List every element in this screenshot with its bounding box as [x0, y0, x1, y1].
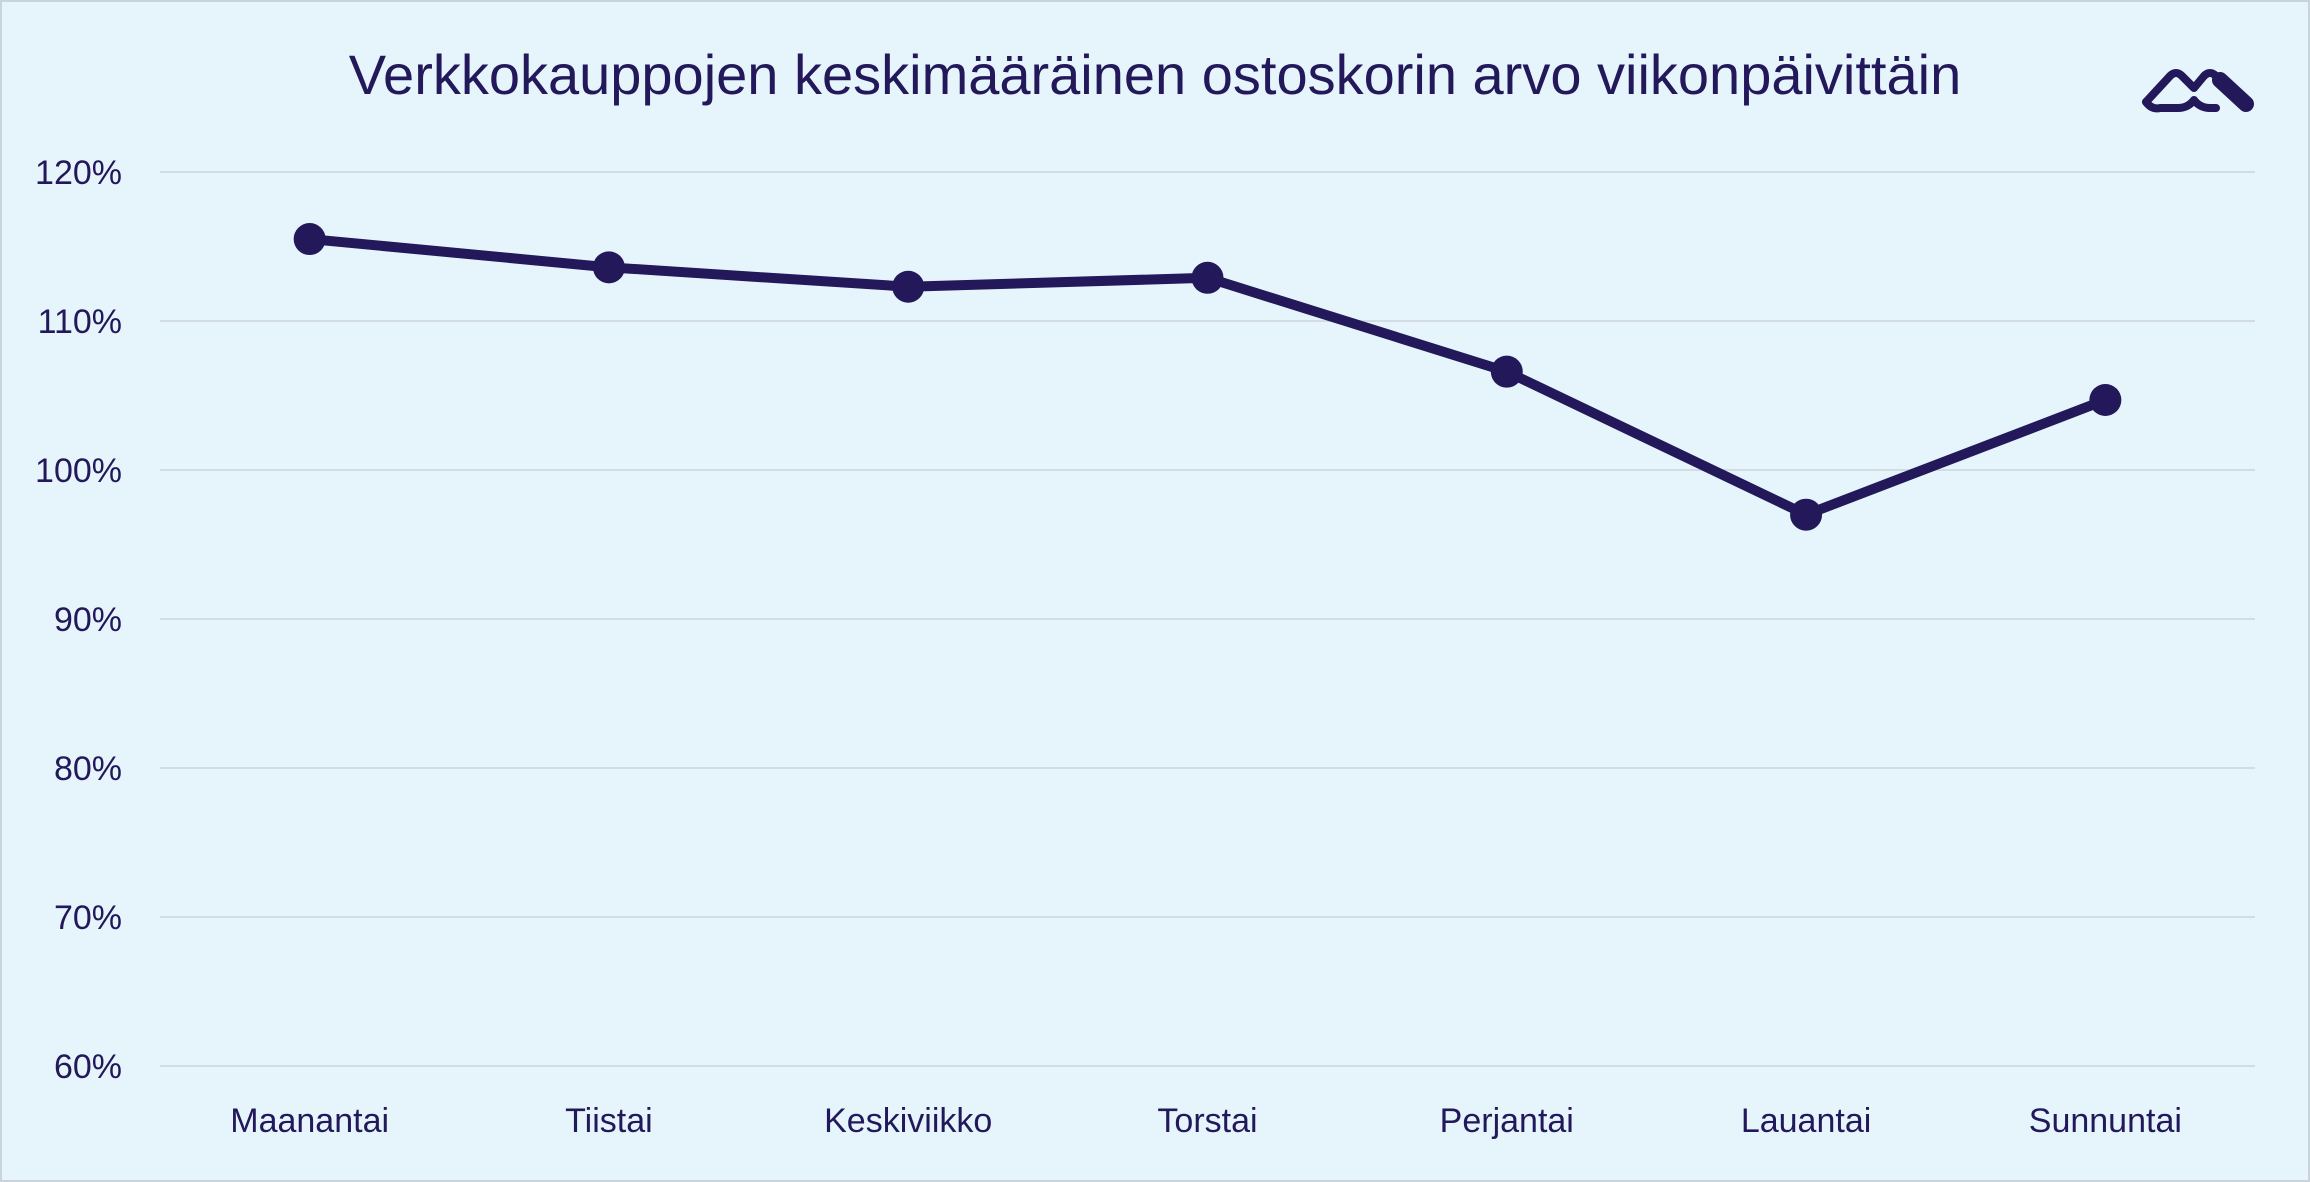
data-point: [293, 223, 326, 256]
y-tick-label: 110%: [38, 303, 122, 341]
x-tick-label: Maanantai: [230, 1102, 389, 1140]
x-tick-label: Tiistai: [565, 1102, 653, 1140]
data-point: [592, 251, 625, 284]
data-point: [1790, 498, 1823, 531]
x-tick-label: Keskiviikko: [824, 1102, 992, 1140]
brand-logo-icon: [2142, 69, 2254, 113]
data-point: [892, 270, 925, 303]
y-tick-label: 90%: [54, 601, 122, 639]
data-point: [2089, 383, 2122, 416]
y-tick-label: 70%: [54, 899, 122, 937]
x-tick-label: Lauantai: [1741, 1102, 1871, 1140]
x-tick-label: Sunnuntai: [2029, 1102, 2182, 1140]
x-tick-label: Torstai: [1157, 1102, 1257, 1140]
y-tick-label: 80%: [54, 750, 122, 788]
data-point: [1490, 355, 1523, 388]
chart-title: Verkkokauppojen keskimääräinen ostoskori…: [348, 43, 1962, 106]
y-tick-label: 60%: [54, 1048, 122, 1086]
y-tick-label: 100%: [35, 452, 122, 490]
x-tick-label: Perjantai: [1440, 1102, 1574, 1140]
data-point: [1191, 261, 1224, 294]
y-tick-label: 120%: [35, 154, 122, 192]
